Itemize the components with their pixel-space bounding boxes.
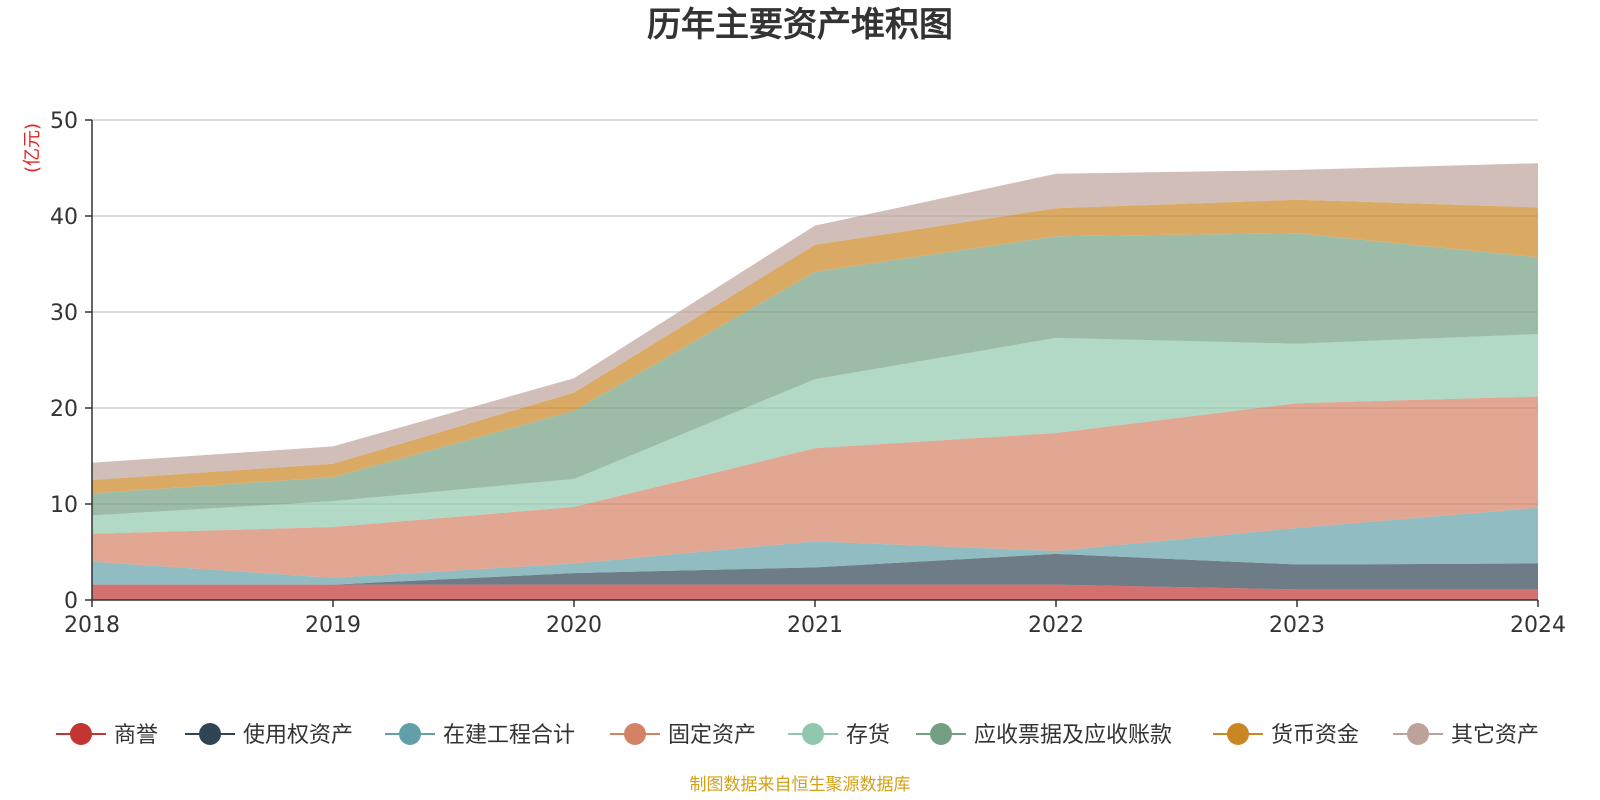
legend-item[interactable]: 固定资产 [610, 723, 756, 748]
x-tick-label: 2018 [64, 613, 120, 638]
legend-label: 在建工程合计 [443, 723, 575, 748]
y-tick-label: 30 [50, 301, 78, 326]
legend-label: 货币资金 [1271, 723, 1359, 748]
legend-label: 存货 [846, 723, 890, 748]
legend-item[interactable]: 商誉 [56, 723, 158, 748]
legend-marker [1227, 723, 1249, 745]
area-series [92, 163, 1538, 480]
source-note: 制图数据来自恒生聚源数据库 [690, 775, 911, 795]
legend-label: 商誉 [114, 723, 158, 748]
y-tick-label: 0 [64, 589, 78, 614]
legend-marker [199, 723, 221, 745]
axes: 0 10 20 30 40 50 2018 2019 2020 2021 2022 2023 2024 [50, 109, 1566, 638]
y-axis-unit: (亿元) [22, 123, 43, 173]
x-tick-label: 2020 [546, 613, 602, 638]
legend-marker [930, 723, 952, 745]
legend-marker [802, 723, 824, 745]
legend-marker [399, 723, 421, 745]
area-series [92, 553, 1538, 590]
y-tick-label: 50 [50, 109, 78, 134]
legend-item[interactable]: 其它资产 [1393, 723, 1539, 748]
x-tick-label: 2019 [305, 613, 361, 638]
legend[interactable]: 商誉 使用权资产 在建工程合计 固定资产 存货 应收票据及应收账款 货币资金 其它资产 [56, 723, 1539, 748]
legend-marker [624, 723, 646, 745]
legend-label: 使用权资产 [243, 723, 353, 748]
x-tick-label: 2024 [1510, 613, 1566, 638]
legend-marker [70, 723, 92, 745]
legend-label: 固定资产 [668, 723, 756, 748]
legend-item[interactable]: 在建工程合计 [385, 723, 575, 748]
legend-item[interactable]: 货币资金 [1213, 723, 1359, 748]
area-series [92, 507, 1538, 585]
x-tick-label: 2023 [1269, 613, 1325, 638]
y-tick-label: 40 [50, 205, 78, 230]
x-tick-label: 2022 [1028, 613, 1084, 638]
legend-item[interactable]: 使用权资产 [185, 723, 353, 748]
x-tick-label: 2021 [787, 613, 843, 638]
y-tick-label: 10 [50, 493, 78, 518]
legend-marker [1407, 723, 1429, 745]
area-series [92, 199, 1538, 494]
legend-label: 其它资产 [1451, 723, 1539, 748]
y-tick-label: 20 [50, 397, 78, 422]
area-series [92, 396, 1538, 578]
area-series [92, 584, 1538, 600]
area-series [92, 233, 1538, 516]
chart-title: 历年主要资产堆积图 [647, 5, 953, 45]
area-series [92, 334, 1538, 534]
legend-item[interactable]: 存货 [788, 723, 890, 748]
stacked-areas [92, 163, 1538, 600]
legend-label: 应收票据及应收账款 [974, 723, 1172, 748]
legend-item[interactable]: 应收票据及应收账款 [916, 723, 1172, 748]
